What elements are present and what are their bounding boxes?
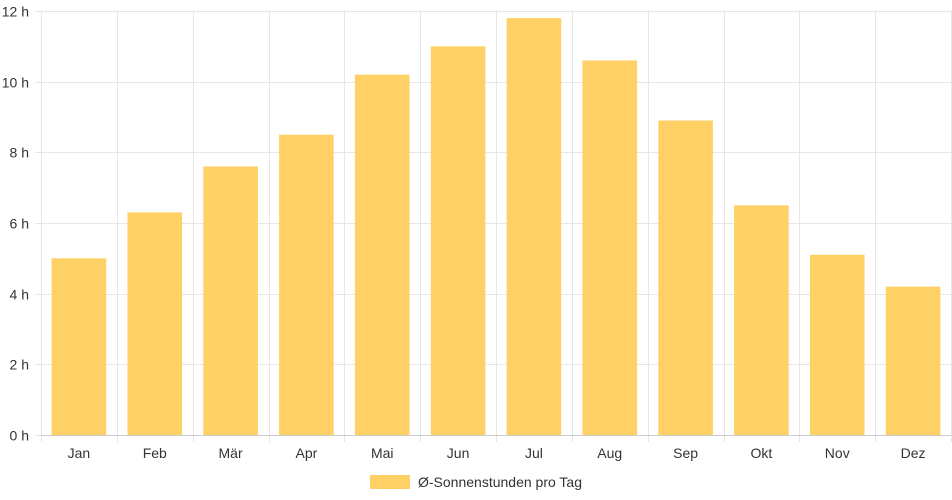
bar-apr[interactable] bbox=[279, 134, 334, 435]
x-tick-label: Okt bbox=[751, 445, 773, 461]
y-tick-label: 0 h bbox=[10, 428, 29, 444]
legend-swatch bbox=[370, 475, 411, 489]
grid-lines bbox=[35, 11, 952, 442]
bars bbox=[51, 18, 941, 436]
y-tick-label: 4 h bbox=[10, 287, 29, 303]
x-tick-label: Apr bbox=[296, 445, 318, 461]
legend-label: Ø-Sonnenstunden pro Tag bbox=[418, 474, 582, 490]
legend[interactable]: Ø-Sonnenstunden pro Tag bbox=[370, 474, 582, 490]
x-axis: Jan Feb Mär Apr Mai Jun Jul Aug Sep Okt Nov Dez bbox=[68, 445, 926, 461]
x-tick-label: Jun bbox=[447, 445, 470, 461]
y-axis: 0 h 2 h 4 h 6 h 8 h 10 h 12 h bbox=[2, 4, 29, 444]
y-tick-label: 12 h bbox=[2, 4, 29, 20]
y-tick-label: 6 h bbox=[10, 216, 29, 232]
x-tick-label: Feb bbox=[143, 445, 167, 461]
y-tick-label: 2 h bbox=[10, 357, 29, 373]
bar-sep[interactable] bbox=[658, 120, 713, 436]
y-tick-label: 8 h bbox=[10, 145, 29, 161]
bar-mär[interactable] bbox=[203, 166, 258, 435]
bar-nov[interactable] bbox=[809, 254, 865, 435]
x-tick-label: Sep bbox=[673, 445, 698, 461]
bar-jun[interactable] bbox=[430, 46, 486, 435]
bar-okt[interactable] bbox=[734, 205, 789, 435]
x-tick-label: Mai bbox=[371, 445, 394, 461]
bar-jul[interactable] bbox=[506, 18, 562, 436]
bar-aug[interactable] bbox=[582, 60, 638, 435]
bar-mai[interactable] bbox=[354, 74, 410, 435]
bar-dez[interactable] bbox=[885, 286, 941, 435]
x-tick-label: Jan bbox=[68, 445, 91, 461]
x-tick-label: Aug bbox=[597, 445, 622, 461]
x-tick-label: Mär bbox=[219, 445, 243, 461]
bar-jan[interactable] bbox=[51, 258, 107, 435]
y-tick-label: 10 h bbox=[2, 75, 29, 91]
x-tick-label: Nov bbox=[825, 445, 850, 461]
x-tick-label: Dez bbox=[901, 445, 926, 461]
bar-feb[interactable] bbox=[127, 212, 183, 435]
x-tick-label: Jul bbox=[525, 445, 543, 461]
